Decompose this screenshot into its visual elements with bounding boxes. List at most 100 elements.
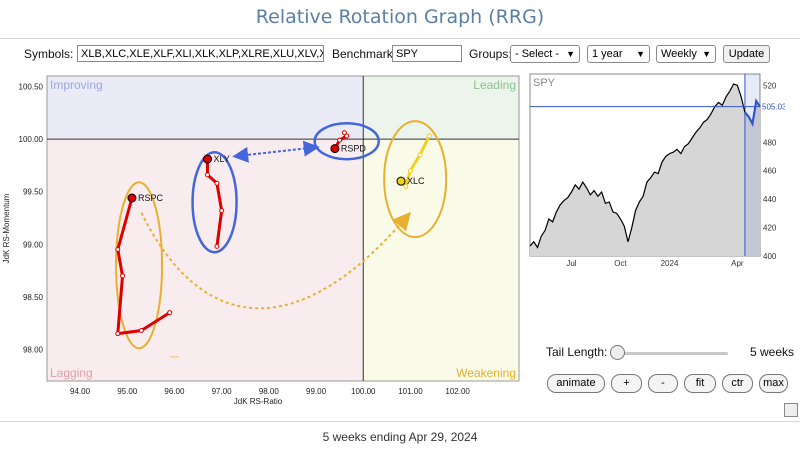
y-tick-label: 98.50 [23,293,44,302]
x-tick-label: 100.00 [351,387,376,396]
spy-y-tick-label: 460 [763,167,777,176]
spy-price-line-recent [744,98,761,128]
quadrant-leading [363,76,519,140]
symbols-input[interactable]: XLB,XLC,XLE,XLF,XLI,XLK,XLP,XLRE,XLU,XLV… [77,45,324,62]
rrg-chart[interactable]: Improving Leading Lagging Weakening 94.00 95.… [0,69,524,421]
tail-point [407,168,413,174]
x-tick-label: 96.00 [164,387,185,396]
quadrant-lagging [47,139,364,381]
tail-point [204,172,210,178]
annotation-arrow-xly-rspd [232,140,320,163]
quadrant-improving [47,76,364,140]
annotation-ellipse-rspc [115,181,164,350]
quadrant-label-weakening: Weakening [456,366,516,380]
x-tick-label: 102.00 [445,387,470,396]
series-label-rspd: RSPD [341,144,367,154]
x-tick-label: 99.00 [306,387,327,396]
spy-price-line [529,83,746,249]
tail-point [341,130,347,136]
tail-point [403,183,409,189]
zoom-in-button[interactable]: + [611,374,642,393]
x-tick-label: 97.00 [212,387,233,396]
fit-button[interactable]: fit [684,374,716,393]
annotation-ellipse-xlc [383,120,448,239]
quadrant-label-leading: Leading [473,78,516,92]
groups-label: Groups: [469,47,512,61]
zoom-out-button[interactable]: - [648,374,678,393]
y-tick-label: 98.00 [23,345,44,354]
tail-point [115,247,121,253]
symbols-label: Symbols: [24,47,74,61]
point-head-xly [202,154,212,164]
resize-handle[interactable] [784,403,798,417]
point-head-rspd [330,144,340,154]
annotation-ellipse-xly [191,150,238,254]
frequency-select-value: Weekly [661,48,697,60]
tail-length-track [612,352,728,355]
point-head-rspc [127,193,137,203]
groups-select[interactable]: - Select - ▼ [510,45,580,63]
tail-point [344,133,350,139]
plot-frame [46,75,520,382]
spy-x-tick-label: Apr [731,259,744,268]
x-tick-label: 94.00 [70,387,91,396]
y-tick-label: 99.50 [23,188,44,197]
spy-y-tick-label: 520 [763,81,777,90]
update-button[interactable]: Update [723,45,770,63]
quadrant-label-improving: Improving [50,78,103,92]
x-axis-title: JdK RS-Ratio [234,397,283,406]
spy-last-value-label: 505.03 [762,103,785,112]
point-head-xlc [396,176,406,186]
spy-y-tick-label: 400 [763,252,777,261]
y-tick-label: 100.00 [19,135,44,144]
tail-point [426,133,432,139]
tail-point [337,137,343,143]
chevron-down-icon: ▼ [566,49,575,59]
tail-length-value: 5 weeks [750,345,795,359]
spy-y-tick-label: 420 [763,224,777,233]
tail-point [167,310,173,316]
y-tick-label: 99.00 [23,240,44,249]
chevron-down-icon: ▼ [636,49,645,59]
center-button[interactable]: ctr [722,374,753,393]
tail-point [120,273,126,279]
benchmark-label: Benchmark: [332,47,397,61]
x-tick-label: 101.00 [398,387,423,396]
groups-select-value: - Select - [515,48,560,60]
series-label-xlc: XLC [407,176,425,186]
chevron-down-icon: ▼ [702,49,711,59]
x-tick-label: 95.00 [117,387,138,396]
spy-chart-title: SPY [533,77,556,89]
tail-length-label: Tail Length: [546,345,608,359]
tail-point [138,328,144,334]
animate-button[interactable]: animate [547,374,605,393]
tail-point [214,180,220,186]
spy-x-tick-label: 2024 [661,259,679,268]
quadrant-weakening [363,139,519,381]
tail-point [417,152,423,158]
rrg-panel: Symbols: XLB,XLC,XLE,XLF,XLI,XLK,XLP,XLR… [0,38,800,422]
spy-x-tick-label: Jul [566,259,576,268]
tail-rspc [116,196,172,336]
series-label-rspc: RSPC [138,193,164,203]
chart-caption: 5 weeks ending Apr 29, 2024 [322,430,478,444]
spy-chart: 505.03 400 420 440 460 480 520 Jul Oct 2024 Apr SPY [529,73,785,268]
tail-length-slider-thumb[interactable] [609,345,625,360]
tail-point [214,243,220,249]
spy-highlight-band [744,74,760,256]
period-select-value: 1 year [592,48,623,60]
tail-point [115,331,121,337]
frequency-select[interactable]: Weekly ▼ [656,45,716,63]
y-axis-title: JdK RS-Momentum [2,193,11,263]
x-tick-label: 98.00 [259,387,280,396]
spy-area-fill [530,83,760,256]
page-title: Relative Rotation Graph (RRG) [255,6,545,28]
spy-y-tick-label: 480 [763,138,777,147]
benchmark-input[interactable]: SPY [392,45,462,62]
y-tick-label: 100.50 [19,83,44,92]
period-select[interactable]: 1 year ▼ [587,45,650,63]
max-button[interactable]: max [759,374,788,393]
series-label-xly: XLY [213,154,229,164]
quadrant-label-lagging: Lagging [50,366,93,380]
tail-point [219,208,225,214]
